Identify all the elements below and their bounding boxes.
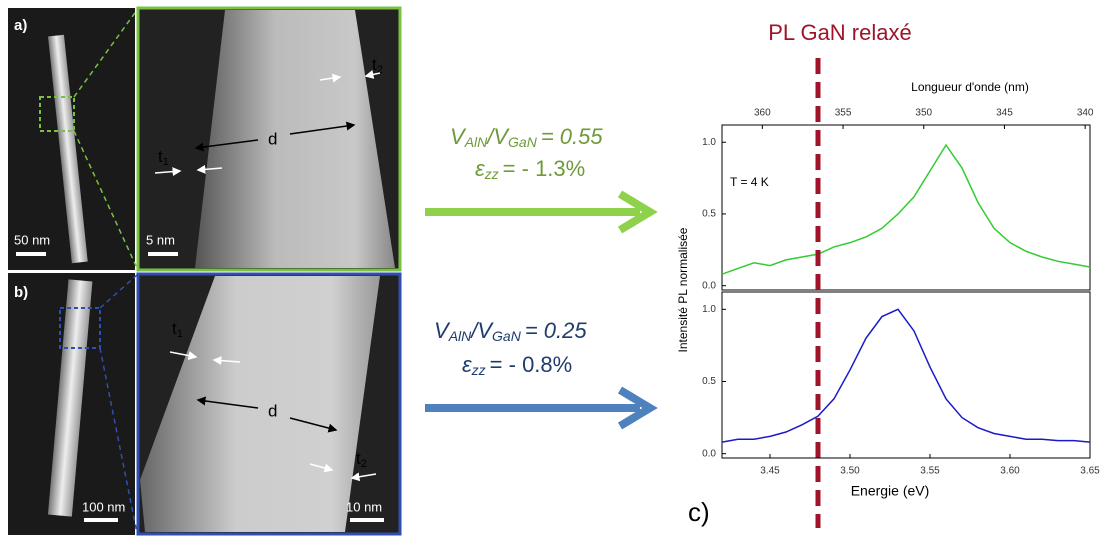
arrow [169,351,198,361]
reference-label: PL GaN relaxé [768,20,911,45]
x-tick-label: 3.60 [1000,466,1020,477]
ratio: VAlN/VGaN = 0.25 [434,318,587,344]
y-tick-label: 0.5 [702,376,716,387]
sub: zz [484,166,499,182]
arrow-head [617,386,658,430]
t: t [158,147,163,166]
formula-a: VAlN/VGaN = 0.55 εzz = - 1.3% [450,124,603,182]
v: /V [485,124,510,149]
arrow [212,356,241,366]
sub: GaN [492,328,522,344]
nanowire [48,34,88,264]
y-tick-label: 1.0 [702,137,716,148]
sub: AlN [464,134,488,150]
scale-bar [148,252,178,256]
x2-tick-label: 350 [915,108,932,119]
scale-label: 100 nm [82,499,125,514]
arrow-head [617,190,658,234]
scale-label: 50 nm [14,232,50,247]
nanowire-large [195,10,395,268]
y-tick-label: 0.0 [702,448,716,459]
arrow [319,73,342,83]
arrow [196,396,259,409]
value: = - 1.3% [503,156,586,181]
plot-frame [721,291,1091,459]
x2-tick-label: 355 [835,108,852,119]
spectrum-line [721,308,1091,443]
nanowire-large [140,276,380,532]
t2-label: t2 [356,449,367,469]
sub: 2 [377,64,383,76]
zoom-line [73,130,138,269]
sub: 1 [177,328,183,340]
strain: εzz = - 0.8% [462,352,572,378]
nanowire [47,279,93,517]
panel-label: b) [14,284,28,301]
d-label: d [268,401,277,420]
t: t [372,55,377,74]
arrow [364,70,381,79]
sub: AlN [448,328,472,344]
sub: zz [471,362,486,378]
formula-b: VAlN/VGaN = 0.25 εzz = - 0.8% [434,318,587,378]
x2-tick-label: 345 [996,108,1013,119]
value: = 0.25 [525,318,588,343]
scale-label: 10 nm [346,499,382,514]
zoom-box [39,96,75,132]
y-tick-label: 0.5 [702,209,716,220]
x2-axis-title: Longueur d'onde (nm) [911,80,1029,94]
scale-bar [84,518,118,522]
x-axis-title: Energie (eV) [851,483,930,499]
arrow [289,417,338,433]
eps: ε [475,156,485,181]
y-axis-title: Intensité PL normalisée [676,227,690,352]
spectrum-line [721,143,1091,275]
zoom-line [99,347,138,534]
t: t [356,449,361,468]
x-tick-label: 3.50 [840,466,860,477]
x-tick-label: 3.65 [1080,466,1100,477]
v: V [450,124,467,149]
strain: εzz = - 1.3% [475,156,585,182]
x-tick-label: 3.55 [920,466,940,477]
ratio: VAlN/VGaN = 0.55 [450,124,603,150]
sub: 2 [361,458,367,470]
x-tick-label: 3.45 [760,466,780,477]
value: = - 0.8% [490,352,573,377]
x2-tick-label: 360 [754,108,771,119]
t1-label: t1 [172,319,183,339]
arrow [194,139,259,152]
panel-label: c) [688,497,710,527]
t1-label: t1 [158,147,169,167]
v: /V [469,318,494,343]
arrow [154,167,182,177]
arrow [309,463,334,473]
t2-label: t2 [372,55,383,75]
arrow [289,121,356,135]
value: = 0.55 [541,124,604,149]
plot-frame [721,124,1091,291]
sub: 1 [163,156,169,168]
arrow [196,164,223,174]
x2-tick-label: 340 [1077,108,1094,119]
annotation: T = 4 K [730,175,769,189]
scale-bar [350,518,384,522]
sub: GaN [508,134,538,150]
t: t [172,319,177,338]
panel-label: a) [14,17,27,34]
d-label: d [268,129,277,148]
y-tick-label: 1.0 [702,304,716,315]
y-tick-label: 0.0 [702,280,716,291]
v: V [434,318,451,343]
eps: ε [462,352,472,377]
scale-label: 5 nm [146,232,175,247]
zoom-box [59,307,101,349]
scale-bar [16,252,46,256]
arrow [350,472,377,482]
pl-spectra: 0.0 0.5 1.0 360 355 350 345 340 Longueur d'onde … [676,20,1100,528]
